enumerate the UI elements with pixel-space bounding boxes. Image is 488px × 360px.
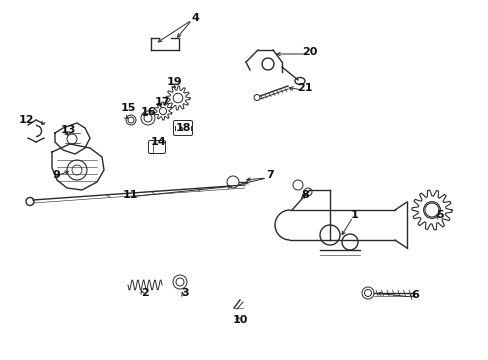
Text: 2: 2 [141,288,148,298]
Text: 8: 8 [301,190,308,200]
Text: 17: 17 [154,97,169,107]
Text: 7: 7 [265,170,273,180]
Text: 18: 18 [175,123,190,133]
Text: 4: 4 [191,13,199,23]
Text: 3: 3 [181,288,188,298]
Text: 9: 9 [52,170,60,180]
Text: 19: 19 [167,77,183,87]
Text: 14: 14 [150,137,165,147]
Text: 11: 11 [122,190,138,200]
Text: 16: 16 [140,107,156,117]
Text: 6: 6 [410,290,418,300]
Text: 15: 15 [120,103,135,113]
Text: 20: 20 [302,47,317,57]
Text: 13: 13 [60,125,76,135]
Text: 5: 5 [435,210,443,220]
Text: 12: 12 [18,115,34,125]
Text: 10: 10 [232,315,247,325]
Text: 1: 1 [350,210,358,220]
Text: 21: 21 [297,83,312,93]
